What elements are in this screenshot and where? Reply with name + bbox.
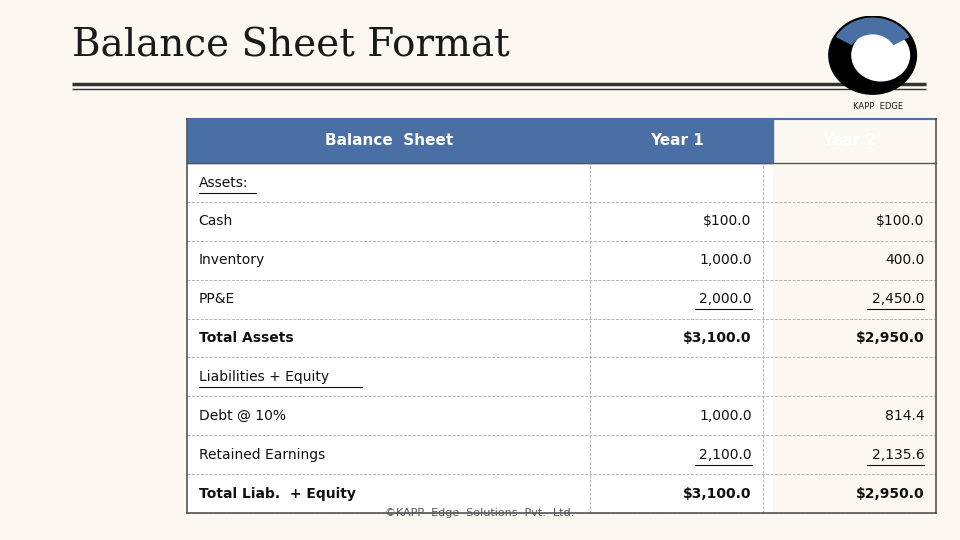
Text: Year 2: Year 2 (823, 133, 876, 148)
Text: KAPP  EDGE: KAPP EDGE (853, 102, 903, 111)
Text: Retained Earnings: Retained Earnings (199, 448, 325, 462)
FancyBboxPatch shape (187, 280, 773, 319)
Text: Balance Sheet Format: Balance Sheet Format (72, 28, 510, 65)
Text: ©KAPP  Edge  Solutions  Pvt.  Ltd.: ©KAPP Edge Solutions Pvt. Ltd. (385, 508, 575, 518)
Text: 2,135.6: 2,135.6 (872, 448, 924, 462)
FancyBboxPatch shape (187, 435, 773, 474)
Text: 400.0: 400.0 (885, 253, 924, 267)
Wedge shape (837, 18, 908, 44)
FancyBboxPatch shape (187, 241, 773, 280)
Text: Balance  Sheet: Balance Sheet (324, 133, 453, 148)
FancyBboxPatch shape (187, 119, 773, 163)
Text: Cash: Cash (199, 214, 233, 228)
Text: 1,000.0: 1,000.0 (699, 409, 752, 423)
Text: 2,000.0: 2,000.0 (699, 292, 752, 306)
Text: 2,450.0: 2,450.0 (872, 292, 924, 306)
FancyBboxPatch shape (187, 319, 773, 357)
Text: Debt @ 10%: Debt @ 10% (199, 409, 286, 423)
FancyBboxPatch shape (187, 202, 773, 241)
Text: 814.4: 814.4 (885, 409, 924, 423)
FancyBboxPatch shape (187, 474, 773, 513)
FancyBboxPatch shape (187, 163, 773, 202)
Text: $2,950.0: $2,950.0 (856, 487, 924, 501)
FancyBboxPatch shape (187, 357, 773, 396)
Text: PP&E: PP&E (199, 292, 235, 306)
Text: 1,000.0: 1,000.0 (699, 253, 752, 267)
FancyBboxPatch shape (187, 396, 773, 435)
Text: $100.0: $100.0 (876, 214, 924, 228)
Text: $3,100.0: $3,100.0 (684, 331, 752, 345)
Text: $3,100.0: $3,100.0 (684, 487, 752, 501)
Text: Inventory: Inventory (199, 253, 265, 267)
Text: Liabilities + Equity: Liabilities + Equity (199, 370, 329, 384)
Text: Total Assets: Total Assets (199, 331, 294, 345)
Text: Year 1: Year 1 (650, 133, 704, 148)
Text: $100.0: $100.0 (704, 214, 752, 228)
Circle shape (852, 30, 909, 81)
Text: 2,100.0: 2,100.0 (699, 448, 752, 462)
Text: Total Liab.  + Equity: Total Liab. + Equity (199, 487, 355, 501)
Text: $2,950.0: $2,950.0 (856, 331, 924, 345)
Text: Assets:: Assets: (199, 176, 249, 190)
Circle shape (828, 16, 917, 94)
